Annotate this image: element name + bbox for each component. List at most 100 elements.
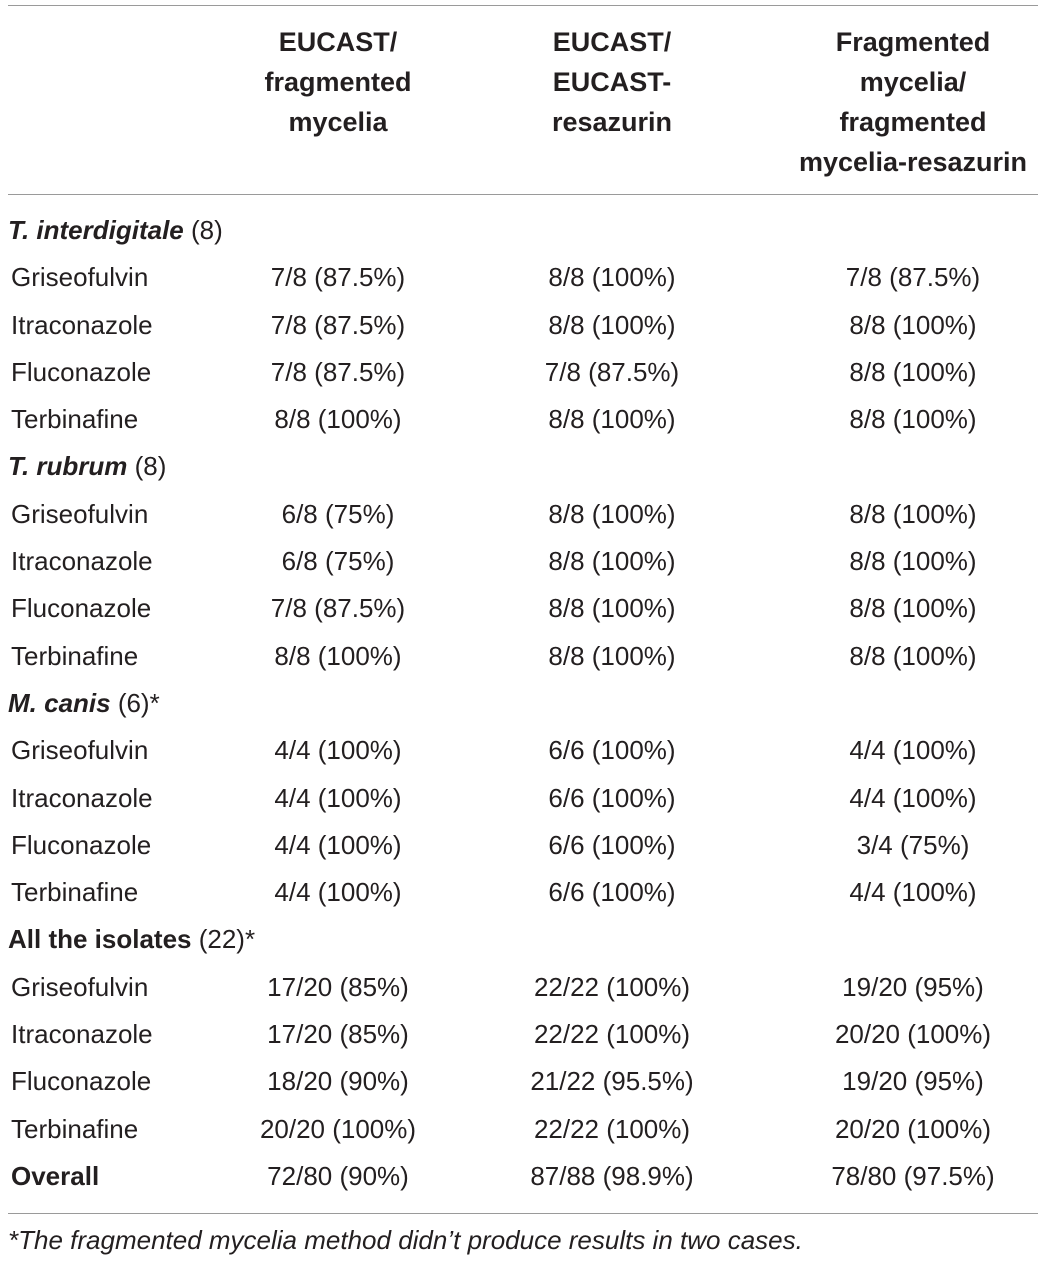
group-heading-row: T. rubrum (8) — [0, 443, 1044, 490]
group-heading: All the isolates (22)* — [8, 916, 255, 963]
value-eucast-resazurin: 8/8 (100%) — [548, 498, 676, 529]
group-heading-row: All the isolates (22)* — [0, 916, 1044, 963]
group-name: T. rubrum — [8, 451, 128, 482]
value-fragmented-resazurin: 7/8 (87.5%) — [845, 262, 981, 293]
table-row: Fluconazole 4/4 (100%) 6/6 (100%) 3/4 (7… — [0, 822, 1044, 869]
value-eucast-fragmented: 4/4 (100%) — [274, 829, 402, 860]
value-eucast-fragmented: 4/4 (100%) — [274, 877, 402, 908]
table-row: Griseofulvin 4/4 (100%) 6/6 (100%) 4/4 (… — [0, 727, 1044, 774]
value-eucast-resazurin: 21/22 (95.5%) — [530, 1066, 694, 1097]
value-eucast-resazurin: 6/6 (100%) — [548, 782, 676, 813]
value-eucast-fragmented: 17/20 (85%) — [267, 1019, 409, 1050]
header-line: Fragmented — [835, 27, 991, 57]
value-fragmented-resazurin: 4/4 (100%) — [849, 735, 977, 766]
value-eucast-fragmented: 8/8 (100%) — [274, 640, 402, 671]
drug-name: Terbinafine — [11, 640, 139, 671]
group-count: (22)* — [191, 924, 256, 955]
table-row: Griseofulvin 17/20 (85%) 22/22 (100%) 19… — [0, 964, 1044, 1011]
value-eucast-fragmented: 4/4 (100%) — [274, 735, 402, 766]
value-eucast-resazurin: 8/8 (100%) — [548, 309, 676, 340]
value-eucast-resazurin: 8/8 (100%) — [548, 404, 676, 435]
table-row: Terbinafine 20/20 (100%) 22/22 (100%) 20… — [0, 1106, 1044, 1153]
drug-name: Itraconazole — [11, 782, 153, 813]
column-header-eucast-resazurin: EUCAST/ EUCAST- resazurin — [512, 22, 712, 142]
value-eucast-fragmented: 17/20 (85%) — [267, 971, 409, 1002]
drug-name: Griseofulvin — [11, 735, 149, 766]
value-eucast-resazurin: 6/6 (100%) — [548, 829, 676, 860]
overall-label: Overall — [11, 1160, 100, 1191]
group-count: (6)* — [110, 687, 160, 718]
group-count: (8) — [183, 215, 223, 245]
value-eucast-resazurin: 22/22 (100%) — [533, 1113, 691, 1144]
drug-name: Terbinafine — [11, 1113, 139, 1144]
value-fragmented-resazurin: 8/8 (100%) — [849, 640, 977, 671]
overall-row: Overall 72/80 (90%) 87/88 (98.9%) 78/80 … — [0, 1153, 1044, 1200]
value-fragmented-resazurin: 8/8 (100%) — [849, 309, 977, 340]
value-fragmented-resazurin: 4/4 (100%) — [849, 782, 977, 813]
table-row: Fluconazole 7/8 (87.5%) 8/8 (100%) 8/8 (… — [0, 585, 1044, 632]
value-eucast-fragmented: 4/4 (100%) — [274, 782, 402, 813]
column-header-fragmented-resazurin: Fragmented mycelia/ fragmented mycelia-r… — [782, 22, 1044, 182]
value-eucast-resazurin: 8/8 (100%) — [548, 593, 676, 624]
value-eucast-fragmented: 6/8 (75%) — [281, 546, 395, 577]
group-name: T. interdigitale — [8, 215, 184, 245]
drug-name: Itraconazole — [11, 546, 153, 577]
drug-name: Itraconazole — [11, 309, 153, 340]
value-fragmented-resazurin: 19/20 (95%) — [842, 971, 984, 1002]
group-name: M. canis — [8, 687, 111, 718]
table-row: Itraconazole 7/8 (87.5%) 8/8 (100%) 8/8 … — [0, 302, 1044, 349]
value-eucast-fragmented: 6/8 (75%) — [281, 498, 395, 529]
value-eucast-fragmented: 72/80 (90%) — [267, 1160, 409, 1191]
drug-name: Fluconazole — [11, 829, 152, 860]
value-fragmented-resazurin: 78/80 (97.5%) — [831, 1160, 995, 1191]
drug-name: Fluconazole — [11, 356, 152, 387]
value-eucast-resazurin: 87/88 (98.9%) — [530, 1160, 694, 1191]
group-count: (8) — [127, 451, 167, 482]
value-fragmented-resazurin: 4/4 (100%) — [849, 877, 977, 908]
value-eucast-fragmented: 7/8 (87.5%) — [270, 262, 406, 293]
header-line: EUCAST- — [552, 67, 672, 97]
group-heading: M. canis (6)* — [8, 680, 160, 727]
table-bottom-rule — [8, 1213, 1038, 1214]
value-eucast-resazurin: 6/6 (100%) — [548, 735, 676, 766]
value-fragmented-resazurin: 3/4 (75%) — [856, 829, 970, 860]
table-row: Griseofulvin 7/8 (87.5%) 8/8 (100%) 7/8 … — [0, 254, 1044, 301]
value-eucast-resazurin: 7/8 (87.5%) — [544, 356, 680, 387]
group-heading-row: M. canis (6)* — [0, 680, 1044, 727]
value-fragmented-resazurin: 8/8 (100%) — [849, 546, 977, 577]
header-line: resazurin — [551, 107, 673, 137]
table-row: Terbinafine 4/4 (100%) 6/6 (100%) 4/4 (1… — [0, 869, 1044, 916]
value-fragmented-resazurin: 19/20 (95%) — [842, 1066, 984, 1097]
drug-name: Griseofulvin — [11, 498, 149, 529]
value-eucast-resazurin: 22/22 (100%) — [533, 1019, 691, 1050]
group-heading: T. interdigitale (8) — [8, 207, 223, 254]
value-eucast-fragmented: 18/20 (90%) — [267, 1066, 409, 1097]
value-fragmented-resazurin: 8/8 (100%) — [849, 593, 977, 624]
table-row: Itraconazole 4/4 (100%) 6/6 (100%) 4/4 (… — [0, 775, 1044, 822]
group-heading: T. rubrum (8) — [8, 443, 166, 490]
group-name: All the isolates — [8, 924, 192, 955]
header-line: EUCAST/ — [278, 27, 398, 57]
header-divider-rule — [8, 194, 1038, 195]
table-row: Terbinafine 8/8 (100%) 8/8 (100%) 8/8 (1… — [0, 396, 1044, 443]
drug-name: Fluconazole — [11, 593, 152, 624]
value-eucast-fragmented: 7/8 (87.5%) — [270, 309, 406, 340]
drug-name: Griseofulvin — [11, 971, 149, 1002]
drug-name: Fluconazole — [11, 1066, 152, 1097]
header-line: EUCAST/ — [552, 27, 672, 57]
value-fragmented-resazurin: 8/8 (100%) — [849, 356, 977, 387]
value-eucast-fragmented: 20/20 (100%) — [259, 1113, 417, 1144]
drug-name: Itraconazole — [11, 1019, 153, 1050]
value-eucast-resazurin: 8/8 (100%) — [548, 640, 676, 671]
drug-name: Terbinafine — [11, 877, 139, 908]
header-line: mycelia — [288, 107, 388, 137]
table-row: Fluconazole 7/8 (87.5%) 7/8 (87.5%) 8/8 … — [0, 349, 1044, 396]
value-eucast-fragmented: 7/8 (87.5%) — [270, 356, 406, 387]
value-eucast-fragmented: 8/8 (100%) — [274, 404, 402, 435]
table-body: T. interdigitale (8) Griseofulvin 7/8 (8… — [0, 207, 1044, 1200]
value-eucast-resazurin: 22/22 (100%) — [533, 971, 691, 1002]
drug-name: Terbinafine — [11, 404, 139, 435]
header-line: mycelia-resazurin — [798, 147, 1028, 177]
table-row: Fluconazole 18/20 (90%) 21/22 (95.5%) 19… — [0, 1058, 1044, 1105]
value-eucast-resazurin: 8/8 (100%) — [548, 546, 676, 577]
